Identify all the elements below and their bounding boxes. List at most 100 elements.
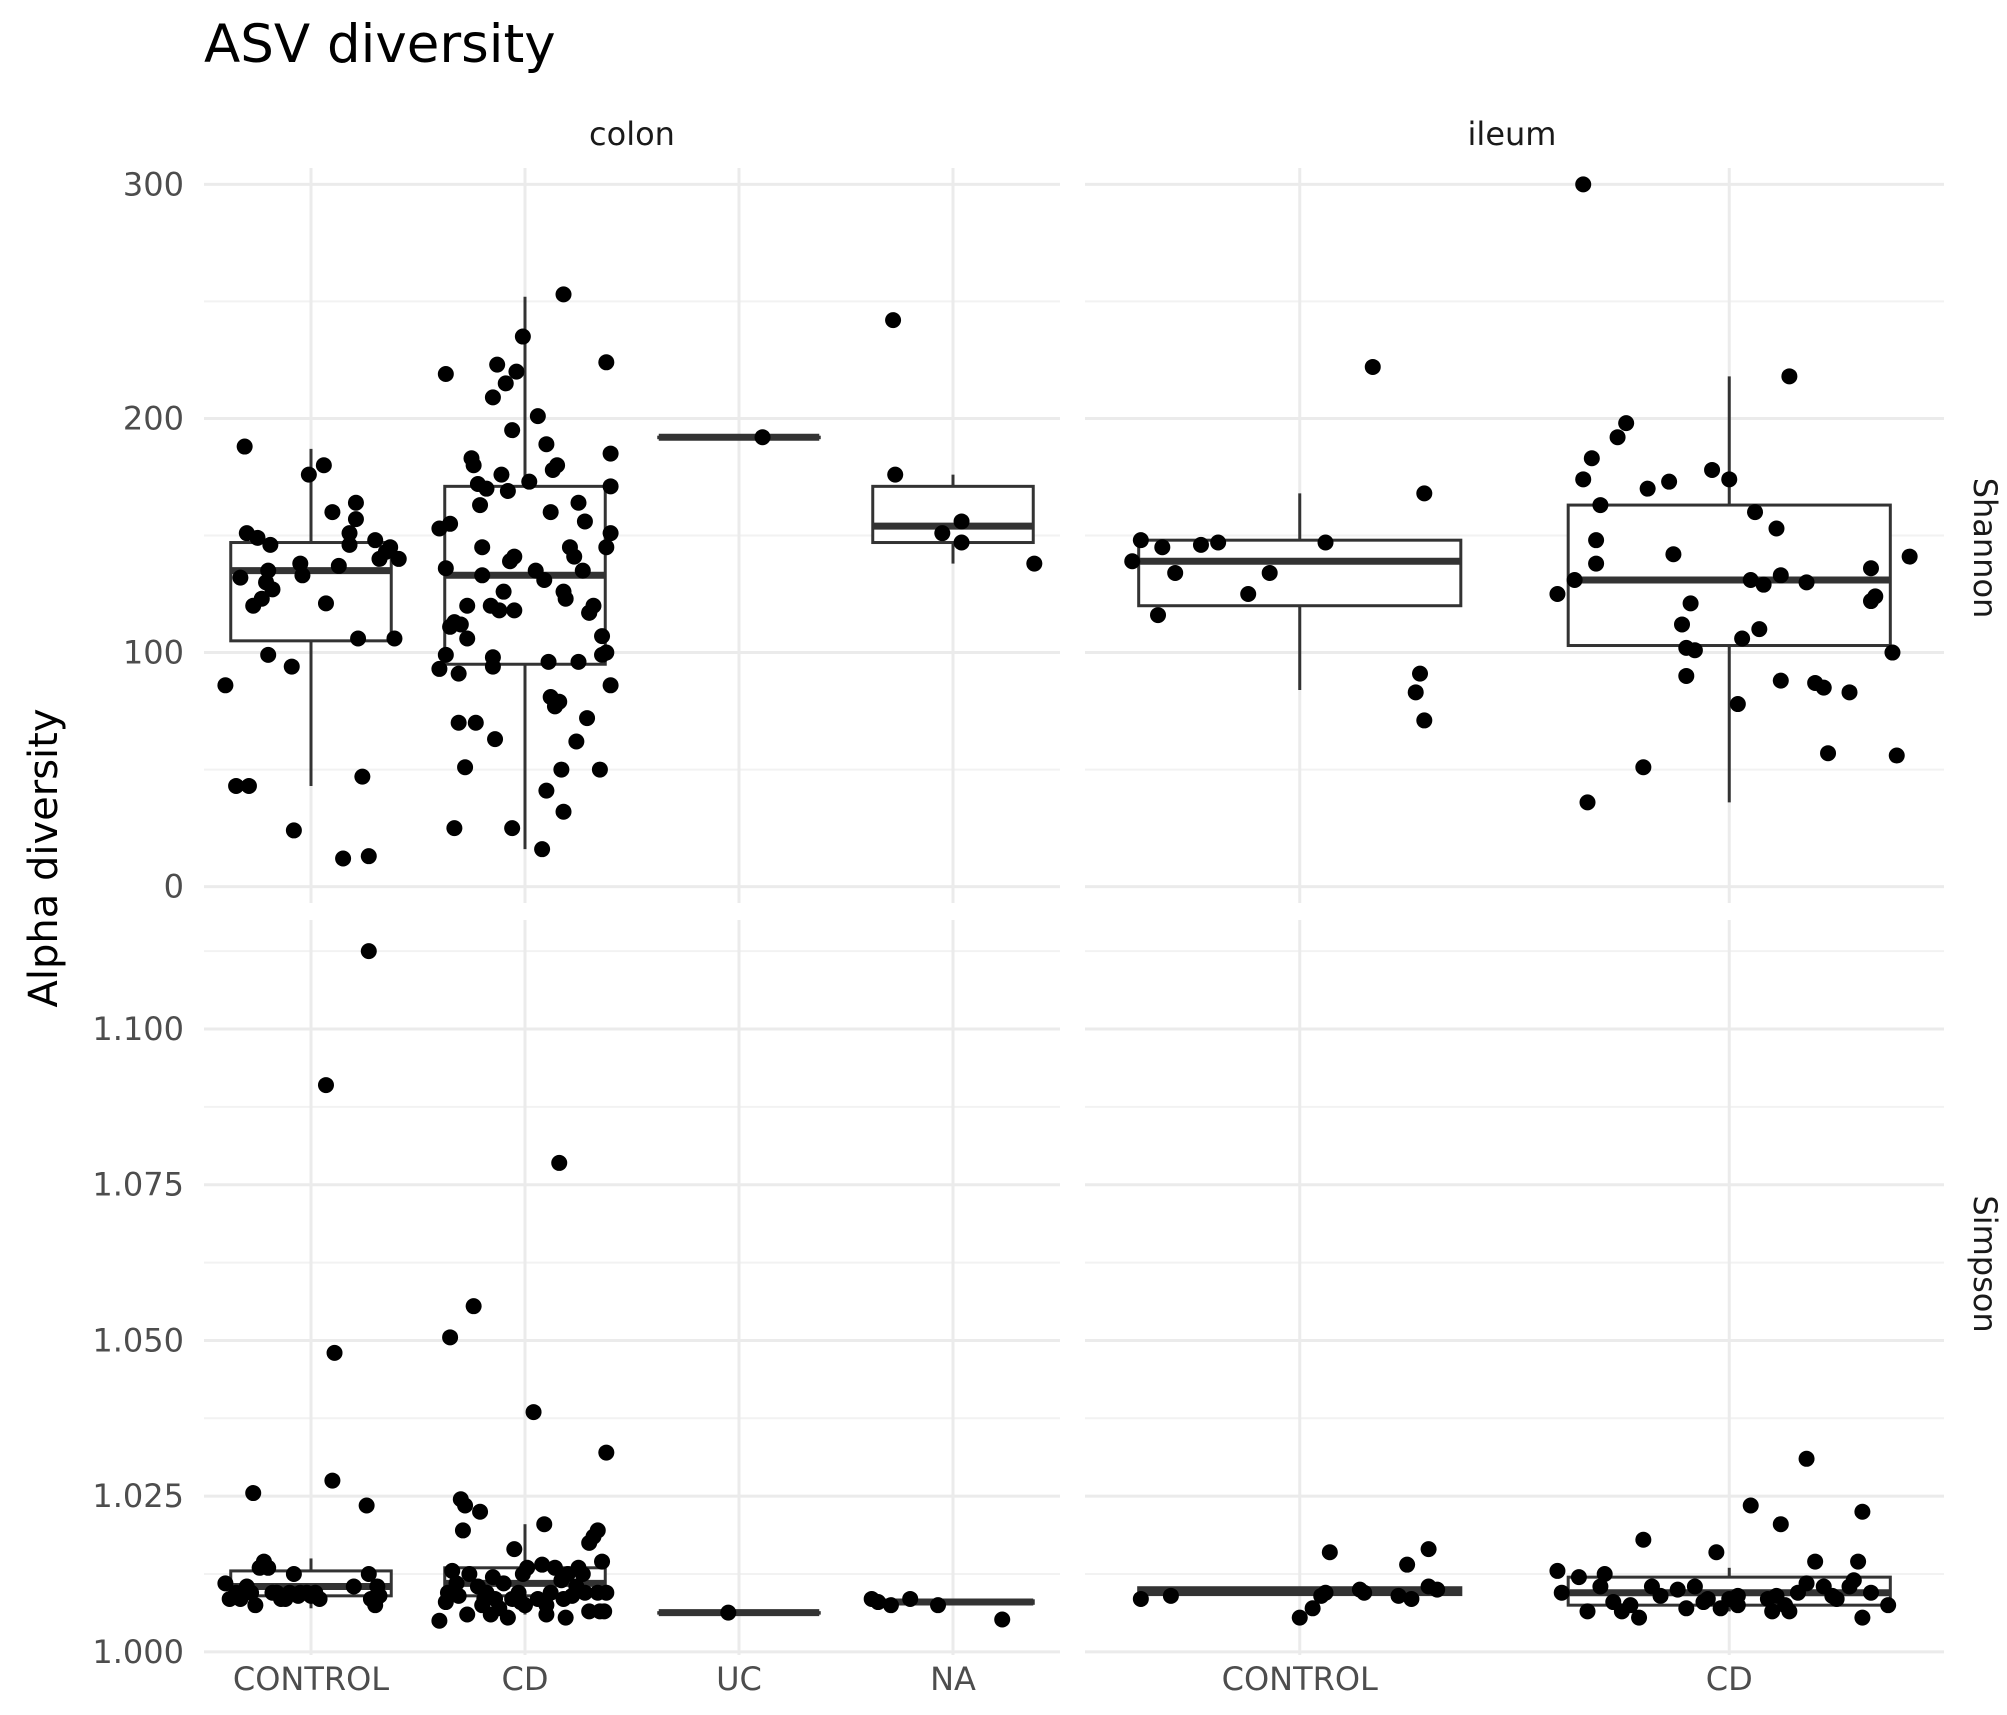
- data-point: [459, 630, 476, 647]
- box-control: [1137, 538, 1463, 608]
- data-point: [508, 363, 525, 380]
- data-point: [1669, 1581, 1686, 1598]
- data-point: [1167, 564, 1184, 581]
- data-point: [1862, 560, 1879, 577]
- data-point: [283, 658, 300, 675]
- data-point: [1635, 759, 1652, 776]
- data-point: [525, 1404, 542, 1421]
- panel-simpson-ileum: CONTROL CD: [1085, 920, 1944, 1698]
- data-point: [1317, 534, 1334, 551]
- data-point: [326, 1344, 343, 1361]
- data-point: [1867, 588, 1884, 605]
- data-point: [953, 513, 970, 530]
- data-point: [1880, 1597, 1897, 1614]
- data-point: [1412, 665, 1429, 682]
- y-tick-label: 1.000: [92, 1633, 184, 1671]
- data-point: [1768, 520, 1785, 537]
- data-point: [1721, 471, 1738, 488]
- data-point: [1772, 1516, 1789, 1533]
- data-point: [534, 841, 551, 858]
- data-point: [538, 1606, 555, 1623]
- data-point: [591, 761, 608, 778]
- data-point: [602, 525, 619, 542]
- data-point: [506, 1541, 523, 1558]
- data-point: [1553, 1584, 1570, 1601]
- data-point: [1639, 480, 1656, 497]
- data-point: [1588, 555, 1605, 572]
- data-point: [566, 548, 583, 565]
- data-point: [311, 1590, 328, 1607]
- data-point: [1772, 567, 1789, 584]
- data-point: [472, 1503, 489, 1520]
- data-point: [1429, 1581, 1446, 1598]
- data-point: [1416, 485, 1433, 502]
- data-point: [360, 1566, 377, 1583]
- data-point: [1579, 1603, 1596, 1620]
- data-point: [437, 365, 454, 382]
- data-point: [1575, 471, 1592, 488]
- data-point: [491, 602, 508, 619]
- data-point: [247, 1597, 264, 1614]
- data-point: [579, 710, 596, 727]
- data-point: [1210, 534, 1227, 551]
- data-point: [317, 1077, 334, 1094]
- data-point: [444, 1562, 461, 1579]
- data-point: [594, 1553, 611, 1570]
- data-point: [1742, 571, 1759, 588]
- data-point: [536, 1516, 553, 1533]
- data-point: [1661, 473, 1678, 490]
- data-point: [1755, 576, 1772, 593]
- data-point: [1592, 1578, 1609, 1595]
- data-point: [1132, 532, 1149, 549]
- data-point: [1772, 672, 1789, 689]
- data-point: [574, 562, 591, 579]
- data-point: [576, 1584, 593, 1601]
- data-point: [232, 569, 249, 586]
- data-point: [1901, 548, 1918, 565]
- data-point: [465, 457, 482, 474]
- x-tick-label: NA: [930, 1660, 976, 1698]
- data-point: [882, 1597, 899, 1614]
- data-point: [1154, 539, 1171, 556]
- data-point: [574, 1566, 591, 1583]
- data-point: [1592, 497, 1609, 514]
- data-point: [1751, 621, 1768, 638]
- data-point: [335, 850, 352, 867]
- chart-title: ASV diversity: [204, 14, 556, 75]
- data-point: [245, 1485, 262, 1502]
- data-point: [476, 1590, 493, 1607]
- data-point: [1815, 679, 1832, 696]
- data-point: [484, 658, 501, 675]
- data-point: [260, 646, 277, 663]
- data-point: [506, 602, 523, 619]
- y-tick-label: 1.075: [92, 1166, 184, 1204]
- data-point: [499, 1609, 516, 1626]
- data-point: [1807, 1553, 1824, 1570]
- data-point: [495, 583, 512, 600]
- data-point: [870, 1594, 887, 1611]
- data-point: [1862, 1584, 1879, 1601]
- facet-label-shannon: Shannon: [1966, 478, 2004, 619]
- data-point: [442, 515, 459, 532]
- data-point: [1132, 1590, 1149, 1607]
- data-point: [934, 525, 951, 542]
- data-point: [930, 1597, 947, 1614]
- data-point: [317, 595, 334, 612]
- data-point: [1686, 642, 1703, 659]
- data-point: [253, 590, 270, 607]
- data-point: [534, 1556, 551, 1573]
- facet-label-colon: colon: [589, 115, 675, 153]
- data-point: [598, 354, 615, 371]
- y-axis-label: Alpha diversity: [21, 709, 67, 1008]
- y-tick-label: 200: [123, 399, 184, 437]
- x-tick-label: CD: [502, 1660, 549, 1698]
- data-point: [1686, 1578, 1703, 1595]
- data-point: [602, 445, 619, 462]
- data-point: [457, 1497, 474, 1514]
- data-point: [555, 286, 572, 303]
- y-tick-label: 1.025: [92, 1477, 184, 1515]
- data-point: [570, 494, 587, 511]
- box-na: [871, 484, 1035, 545]
- data-point: [1798, 1575, 1815, 1592]
